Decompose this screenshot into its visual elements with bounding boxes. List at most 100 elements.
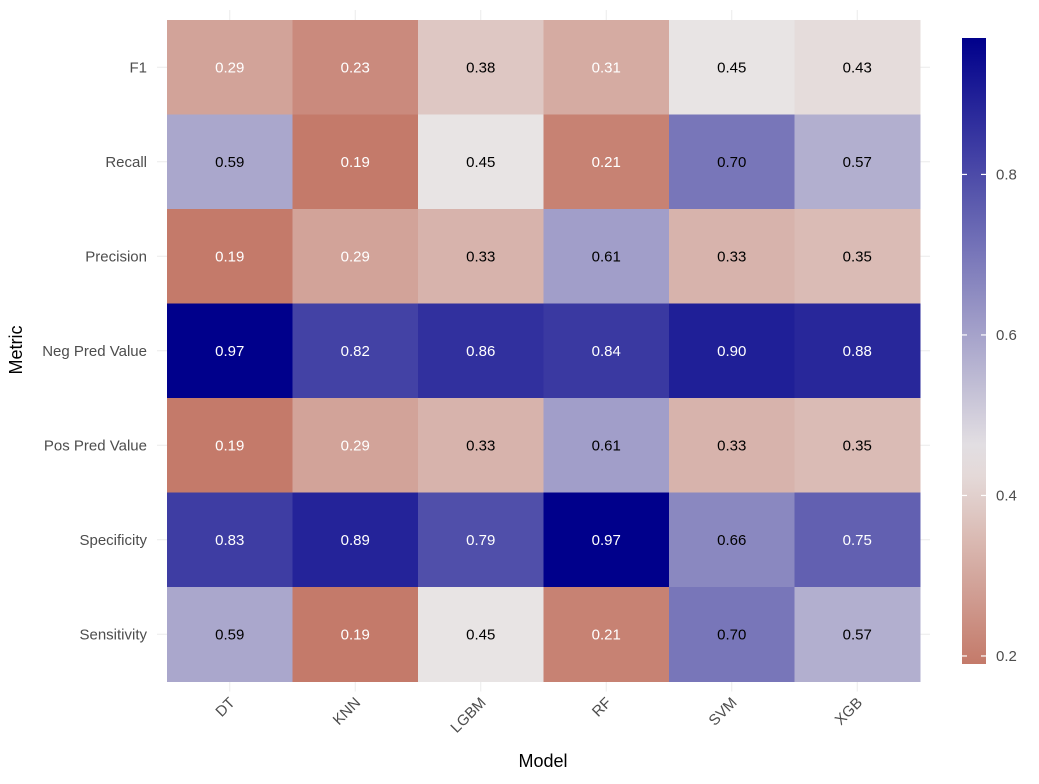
cell-value-label: 0.89 — [341, 532, 370, 549]
cell-value-label: 0.97 — [215, 343, 244, 360]
heatmap-cell-specificity-svm — [669, 492, 795, 588]
cell-value-label: 0.33 — [717, 248, 746, 265]
cell-value-label: 0.45 — [717, 59, 746, 76]
y-tick-precision: Precision — [85, 248, 147, 265]
heatmap-cell-sensitivity-xgb — [794, 587, 921, 682]
cell-value-label: 0.70 — [717, 154, 746, 171]
heatmap-cell-precision-knn — [292, 209, 419, 304]
cell-value-label: 0.19 — [215, 437, 244, 454]
heatmap-cell-precision-xgb — [794, 209, 921, 304]
y-tick-pos-pred-value: Pos Pred Value — [44, 437, 147, 454]
y-tick-f1: F1 — [129, 59, 147, 76]
legend-tick-label: 0.2 — [996, 648, 1017, 665]
cell-value-label: 0.90 — [717, 343, 746, 360]
heatmap-cell-sensitivity-lgbm — [418, 587, 544, 682]
heatmap-cell-f1-rf — [543, 20, 670, 115]
heatmap-cell-pos-pred-value-lgbm — [418, 398, 544, 493]
heatmap-cell-neg-pred-value-xgb — [794, 303, 921, 399]
heatmap-cell-specificity-dt — [167, 492, 293, 588]
cell-value-label: 0.23 — [341, 59, 370, 76]
cell-value-label: 0.29 — [341, 437, 370, 454]
y-tick-specificity: Specificity — [79, 532, 147, 549]
heatmap-cell-f1-lgbm — [418, 20, 544, 115]
legend-tick-label: 0.6 — [996, 327, 1017, 344]
cell-value-label: 0.43 — [843, 59, 872, 76]
heatmap-cell-sensitivity-dt — [167, 587, 293, 682]
cell-value-label: 0.19 — [341, 154, 370, 171]
heatmap-cell-recall-knn — [292, 114, 419, 210]
cell-value-label: 0.75 — [843, 532, 872, 549]
heatmap-cell-precision-rf — [543, 209, 670, 304]
heatmap-cell-specificity-lgbm — [418, 492, 544, 588]
heatmap-cell-f1-dt — [167, 20, 293, 115]
heatmap-cell-recall-xgb — [794, 114, 921, 210]
heatmap-cell-sensitivity-svm — [669, 587, 795, 682]
x-tick-knn: KNN — [330, 694, 364, 728]
heatmap-cell-recall-lgbm — [418, 114, 544, 210]
cell-value-label: 0.79 — [466, 532, 495, 549]
y-tick-neg-pred-value: Neg Pred Value — [42, 343, 147, 360]
heatmap-cell-pos-pred-value-knn — [292, 398, 419, 493]
y-axis-title: Metric — [6, 326, 26, 375]
x-axis-ticks: DT KNN LGBM RF SVM XGB — [212, 694, 866, 736]
x-tick-lgbm: LGBM — [447, 694, 489, 736]
cell-value-label: 0.33 — [466, 437, 495, 454]
y-tick-sensitivity: Sensitivity — [79, 626, 147, 643]
heatmap-cell-sensitivity-rf — [543, 587, 670, 682]
color-legend-ticks: 0.2 0.4 0.6 0.8 — [962, 166, 1017, 665]
heatmap-cell-precision-svm — [669, 209, 795, 304]
cell-value-label: 0.35 — [843, 248, 872, 265]
legend-tick-label: 0.8 — [996, 166, 1017, 183]
cell-value-label: 0.59 — [215, 154, 244, 171]
cell-value-label: 0.66 — [717, 532, 746, 549]
heatmap-cell-sensitivity-knn — [292, 587, 419, 682]
cell-value-label: 0.38 — [466, 59, 495, 76]
cell-value-label: 0.82 — [341, 343, 370, 360]
x-tick-xgb: XGB — [832, 694, 866, 728]
cell-value-label: 0.97 — [592, 532, 621, 549]
heatmap-cell-neg-pred-value-rf — [543, 303, 670, 399]
color-legend-bar — [962, 38, 986, 664]
cell-value-label: 0.29 — [215, 59, 244, 76]
cell-value-label: 0.45 — [466, 154, 495, 171]
heatmap-cell-neg-pred-value-svm — [669, 303, 795, 399]
cell-value-label: 0.31 — [592, 59, 621, 76]
cell-value-label: 0.45 — [466, 626, 495, 643]
heatmap-cell-recall-rf — [543, 114, 670, 210]
heatmap-cell-f1-knn — [292, 20, 419, 115]
cell-value-label: 0.86 — [466, 343, 495, 360]
cell-value-label: 0.19 — [215, 248, 244, 265]
heatmap-cell-f1-xgb — [794, 20, 921, 115]
cell-value-label: 0.35 — [843, 437, 872, 454]
cell-value-label: 0.33 — [717, 437, 746, 454]
x-tick-svm: SVM — [706, 694, 741, 729]
cell-value-label: 0.88 — [843, 343, 872, 360]
heatmap-cell-neg-pred-value-lgbm — [418, 303, 544, 399]
cell-value-label: 0.57 — [843, 154, 872, 171]
cell-value-label: 0.33 — [466, 248, 495, 265]
cell-value-label: 0.21 — [592, 154, 621, 171]
heatmap-cell-specificity-rf — [543, 492, 670, 588]
heatmap-cell-specificity-knn — [292, 492, 419, 588]
x-tick-dt: DT — [212, 694, 238, 720]
x-axis-title: Model — [518, 751, 567, 771]
cell-value-label: 0.61 — [592, 248, 621, 265]
cell-value-label: 0.19 — [341, 626, 370, 643]
heatmap-cell-pos-pred-value-dt — [167, 398, 293, 493]
cell-value-label: 0.29 — [341, 248, 370, 265]
heatmap-cell-precision-dt — [167, 209, 293, 304]
cell-value-label: 0.59 — [215, 626, 244, 643]
heatmap-cell-f1-svm — [669, 20, 795, 115]
cell-value-label: 0.70 — [717, 626, 746, 643]
heatmap-cell-precision-lgbm — [418, 209, 544, 304]
cell-value-label: 0.84 — [592, 343, 621, 360]
heatmap-cells — [167, 20, 921, 682]
y-axis-ticks: F1 Recall Precision Neg Pred Value Pos Pred … — [42, 59, 147, 643]
heatmap-cell-neg-pred-value-dt — [167, 303, 293, 399]
heatmap-cell-specificity-xgb — [794, 492, 921, 588]
heatmap-cell-pos-pred-value-svm — [669, 398, 795, 493]
cell-value-label: 0.83 — [215, 532, 244, 549]
heatmap-cell-neg-pred-value-knn — [292, 303, 419, 399]
